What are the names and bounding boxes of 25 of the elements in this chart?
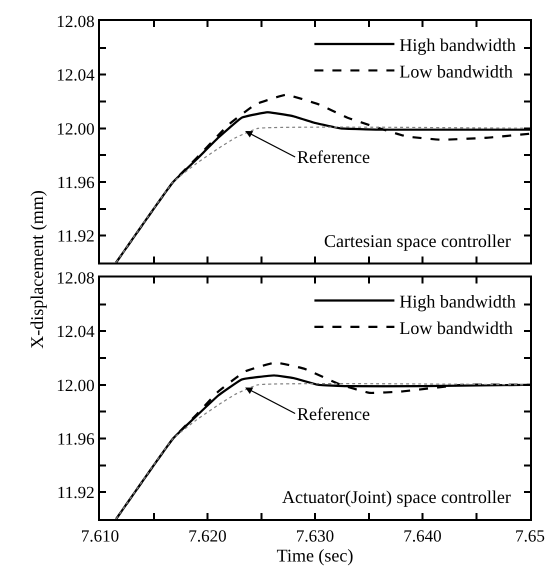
annotation: Cartesian space controller <box>324 231 511 251</box>
y-tick-label: 11.92 <box>56 483 95 502</box>
y-tick-label: 12.08 <box>56 268 95 288</box>
y-tick-label: 11.96 <box>56 172 95 192</box>
y-tick-label: 12.08 <box>56 12 95 31</box>
y-tick-label: 12.04 <box>56 66 96 85</box>
x-tick-label: 7.610 <box>80 526 120 546</box>
x-tick-label: 7.65 <box>515 526 545 546</box>
y-axis-title: X-displacement (mm) <box>26 190 47 349</box>
annotation: Reference <box>297 147 370 167</box>
y-tick-label: 12.04 <box>56 322 96 342</box>
x-tick-label: 7.640 <box>403 526 442 546</box>
annotation: Reference <box>297 404 370 424</box>
y-tick-label: 11.92 <box>56 226 95 246</box>
legend-label: Low bandwidth <box>399 61 513 82</box>
legend-label: High bandwidth <box>399 35 516 56</box>
y-tick-label: 11.96 <box>56 429 95 448</box>
y-tick-label: 12.00 <box>56 119 95 138</box>
x-tick-label: 7.620 <box>188 526 227 546</box>
legend-label: Low bandwidth <box>399 318 513 338</box>
x-axis-title: Time (sec) <box>276 545 354 566</box>
legend-label: High bandwidth <box>399 292 516 312</box>
y-tick-label: 12.00 <box>56 376 95 395</box>
x-tick-label: 7.630 <box>296 526 334 546</box>
annotation: Actuator(Joint) space controller <box>282 487 511 507</box>
